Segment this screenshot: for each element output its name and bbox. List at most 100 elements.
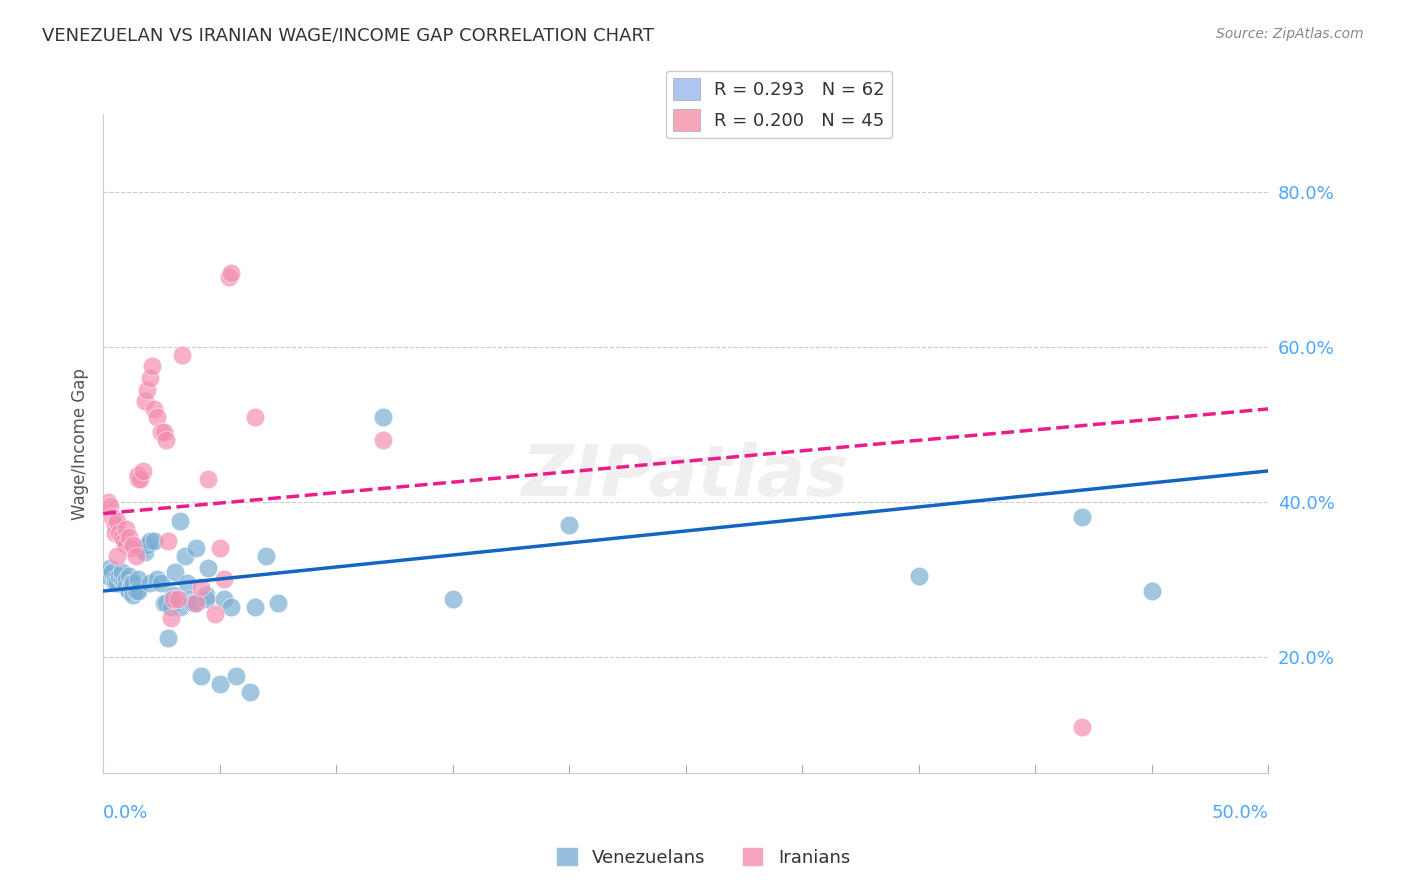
Point bbox=[152, 596, 174, 610]
Point bbox=[194, 591, 217, 606]
Point bbox=[183, 596, 205, 610]
Point bbox=[129, 472, 152, 486]
Point bbox=[219, 599, 242, 614]
Point bbox=[97, 568, 120, 582]
Point bbox=[214, 573, 236, 587]
Point bbox=[243, 599, 266, 614]
Point bbox=[172, 348, 194, 362]
Point bbox=[132, 464, 155, 478]
Legend: R = 0.293   N = 62, R = 0.200   N = 45: R = 0.293 N = 62, R = 0.200 N = 45 bbox=[665, 70, 893, 138]
Text: VENEZUELAN VS IRANIAN WAGE/INCOME GAP CORRELATION CHART: VENEZUELAN VS IRANIAN WAGE/INCOME GAP CO… bbox=[42, 27, 654, 45]
Point bbox=[132, 541, 155, 556]
Point bbox=[138, 533, 160, 548]
Point bbox=[197, 472, 219, 486]
Point bbox=[141, 359, 163, 374]
Point bbox=[111, 565, 134, 579]
Point bbox=[134, 545, 156, 559]
Point bbox=[129, 541, 152, 556]
Point bbox=[143, 401, 166, 416]
Y-axis label: Wage/Income Gap: Wage/Income Gap bbox=[72, 368, 89, 520]
Point bbox=[115, 537, 138, 551]
Point bbox=[127, 584, 149, 599]
Point bbox=[104, 525, 127, 540]
Point bbox=[150, 425, 173, 440]
Point bbox=[127, 472, 149, 486]
Point bbox=[125, 549, 148, 564]
Point bbox=[101, 565, 124, 579]
Point bbox=[371, 409, 394, 424]
Point bbox=[104, 518, 127, 533]
Point bbox=[122, 588, 145, 602]
Point bbox=[112, 576, 135, 591]
Point bbox=[159, 611, 181, 625]
Point bbox=[152, 425, 174, 440]
Point bbox=[208, 677, 231, 691]
Point bbox=[105, 549, 128, 564]
Point bbox=[157, 533, 180, 548]
Point bbox=[239, 685, 262, 699]
Point bbox=[162, 588, 184, 602]
Point bbox=[120, 541, 142, 556]
Point bbox=[115, 573, 138, 587]
Point bbox=[169, 514, 191, 528]
Point bbox=[254, 549, 277, 564]
Point bbox=[267, 596, 290, 610]
Point bbox=[115, 522, 138, 536]
Point bbox=[108, 525, 131, 540]
Point bbox=[179, 591, 201, 606]
Point bbox=[1070, 720, 1092, 734]
Point bbox=[204, 607, 226, 622]
Point bbox=[165, 565, 187, 579]
Point bbox=[111, 573, 134, 587]
Point bbox=[186, 596, 208, 610]
Point bbox=[118, 584, 141, 599]
Point bbox=[190, 669, 212, 683]
Point bbox=[907, 568, 929, 582]
Point bbox=[118, 568, 141, 582]
Point bbox=[186, 541, 208, 556]
Point bbox=[208, 541, 231, 556]
Point bbox=[120, 580, 142, 594]
Point bbox=[104, 573, 127, 587]
Legend: Venezuelans, Iranians: Venezuelans, Iranians bbox=[548, 840, 858, 874]
Point bbox=[176, 576, 198, 591]
Point bbox=[219, 266, 242, 280]
Point bbox=[225, 669, 247, 683]
Point bbox=[1070, 510, 1092, 524]
Point bbox=[371, 433, 394, 447]
Point bbox=[120, 576, 142, 591]
Point bbox=[162, 591, 184, 606]
Point bbox=[143, 533, 166, 548]
Text: 50.0%: 50.0% bbox=[1212, 805, 1268, 822]
Point bbox=[127, 467, 149, 482]
Point bbox=[173, 549, 195, 564]
Point bbox=[98, 499, 121, 513]
Point bbox=[101, 510, 124, 524]
Point bbox=[218, 270, 240, 285]
Point bbox=[159, 599, 181, 614]
Point bbox=[98, 561, 121, 575]
Point bbox=[169, 599, 191, 614]
Point bbox=[108, 568, 131, 582]
Point bbox=[155, 433, 177, 447]
Point bbox=[190, 580, 212, 594]
Point bbox=[136, 537, 159, 551]
Point bbox=[145, 409, 167, 424]
Point bbox=[97, 495, 120, 509]
Point bbox=[105, 576, 128, 591]
Point bbox=[105, 514, 128, 528]
Point bbox=[118, 530, 141, 544]
Point bbox=[138, 371, 160, 385]
Point bbox=[112, 533, 135, 548]
Point bbox=[558, 518, 581, 533]
Point bbox=[150, 576, 173, 591]
Text: ZIPatlas: ZIPatlas bbox=[522, 442, 849, 511]
Point bbox=[1140, 584, 1163, 599]
Point bbox=[104, 576, 127, 591]
Point bbox=[134, 394, 156, 409]
Point bbox=[180, 596, 202, 610]
Point bbox=[122, 576, 145, 591]
Point bbox=[166, 591, 188, 606]
Text: 0.0%: 0.0% bbox=[103, 805, 149, 822]
Point bbox=[138, 576, 160, 591]
